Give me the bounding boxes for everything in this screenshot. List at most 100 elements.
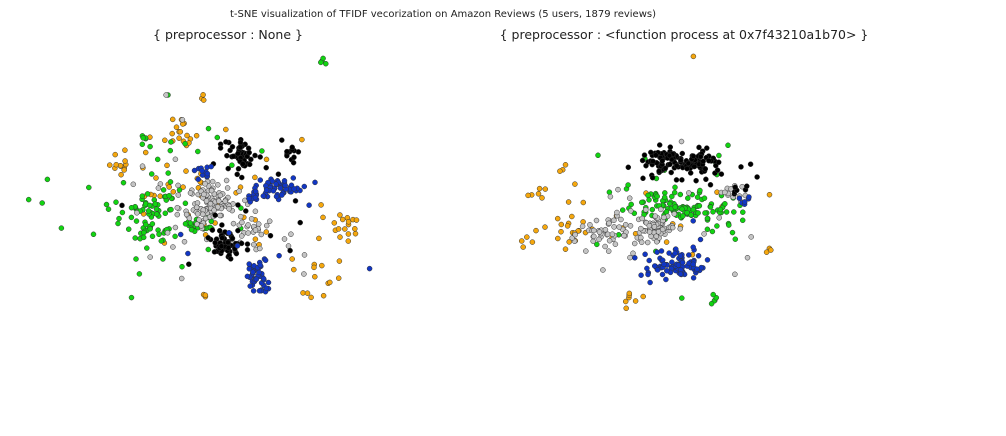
scatter-point xyxy=(653,152,659,158)
scatter-point xyxy=(201,191,207,198)
scatter-point xyxy=(337,234,343,240)
scatter-point xyxy=(631,240,638,247)
scatter-point xyxy=(214,134,221,141)
scatter-point xyxy=(149,233,156,240)
scatter-point xyxy=(677,226,683,232)
scatter-point xyxy=(684,165,690,172)
scatter-point xyxy=(252,227,259,233)
scatter-point xyxy=(638,272,644,278)
scatter-point xyxy=(639,157,646,164)
scatter-point xyxy=(281,236,288,242)
scatter-point xyxy=(172,233,178,240)
scatter-point xyxy=(166,192,172,199)
scatter-point xyxy=(226,206,232,212)
scatter-point xyxy=(119,209,126,216)
scatter-point xyxy=(710,209,716,215)
scatter-point xyxy=(747,161,754,167)
scatter-point xyxy=(666,250,672,256)
scatter-point xyxy=(152,201,159,207)
scatter-point xyxy=(718,171,725,177)
scatter-point xyxy=(188,226,195,233)
scatter-point xyxy=(587,222,593,228)
scatter-point xyxy=(566,239,572,245)
scatter-point xyxy=(697,187,703,194)
scatter-point xyxy=(732,184,738,190)
scatter-point xyxy=(248,156,254,163)
scatter-point xyxy=(316,235,322,242)
scatter-point xyxy=(732,271,738,278)
scatter-point xyxy=(183,211,190,218)
scatter-point xyxy=(740,209,746,215)
scatter-point xyxy=(677,191,684,198)
scatter-point xyxy=(141,229,147,236)
scatter-point xyxy=(178,275,185,282)
scatter-point xyxy=(223,139,229,145)
scatter-point xyxy=(652,213,659,219)
scatter-point xyxy=(708,300,715,307)
scatter-point xyxy=(106,162,113,168)
scatter-point xyxy=(193,132,200,139)
scatter-point xyxy=(250,269,256,275)
scatter-point xyxy=(690,153,697,159)
scatter-point xyxy=(215,182,221,188)
scatter-point xyxy=(612,241,619,247)
scatter-point xyxy=(176,187,183,193)
scatter-point xyxy=(640,293,646,300)
scatter-point xyxy=(644,239,651,246)
scatter-point xyxy=(535,191,542,197)
scatter-point xyxy=(185,250,191,257)
scatter-point xyxy=(217,192,224,199)
scatter-point xyxy=(694,266,700,272)
scatter-point xyxy=(143,221,149,228)
scatter-point xyxy=(732,236,739,242)
scatter-point xyxy=(646,222,653,229)
scatter-point xyxy=(222,198,228,204)
scatter-point xyxy=(685,195,691,201)
scatter-point xyxy=(263,164,269,171)
scatter-point xyxy=(583,248,589,254)
scatter-point xyxy=(122,147,128,153)
scatter-point xyxy=(602,243,608,250)
scatter-point xyxy=(643,207,649,213)
scatter-point xyxy=(153,211,160,217)
scatter-point xyxy=(237,144,244,151)
scatter-point xyxy=(255,221,262,227)
scatter-point xyxy=(627,254,633,261)
scatter-point xyxy=(696,144,702,151)
scatter-point xyxy=(246,195,252,202)
scatter-point xyxy=(248,216,255,222)
scatter-point xyxy=(247,283,253,289)
scatter-point xyxy=(170,189,177,195)
scatter-point xyxy=(300,290,306,296)
scatter-point xyxy=(223,177,230,184)
scatter-point xyxy=(686,252,692,258)
scatter-point xyxy=(167,179,174,185)
scatter-point xyxy=(217,212,223,219)
scatter-point xyxy=(640,175,646,182)
scatter-point xyxy=(672,250,678,257)
scatter-point xyxy=(704,257,711,263)
scatter-point xyxy=(263,187,270,193)
scatter-point xyxy=(658,206,664,213)
scatter-point xyxy=(666,152,673,159)
scatter-point xyxy=(366,265,373,272)
scatter-point xyxy=(621,232,627,239)
scatter-point xyxy=(128,204,135,211)
scatter-point xyxy=(594,241,600,248)
scatter-point xyxy=(246,261,252,267)
scatter-point xyxy=(564,223,571,229)
scatter-point xyxy=(327,279,333,286)
scatter-point xyxy=(722,189,728,196)
scatter-point xyxy=(352,226,358,232)
scatter-point xyxy=(177,129,184,135)
scatter-point xyxy=(244,241,251,247)
scatter-point xyxy=(139,193,146,199)
scatter-point xyxy=(693,177,699,184)
scatter-point xyxy=(625,182,631,188)
scatter-point xyxy=(115,220,121,227)
scatter-point xyxy=(236,188,242,194)
scatter-point xyxy=(180,184,186,190)
scatter-point xyxy=(628,208,634,214)
scatter-point xyxy=(144,191,151,197)
scatter-point xyxy=(119,202,125,209)
